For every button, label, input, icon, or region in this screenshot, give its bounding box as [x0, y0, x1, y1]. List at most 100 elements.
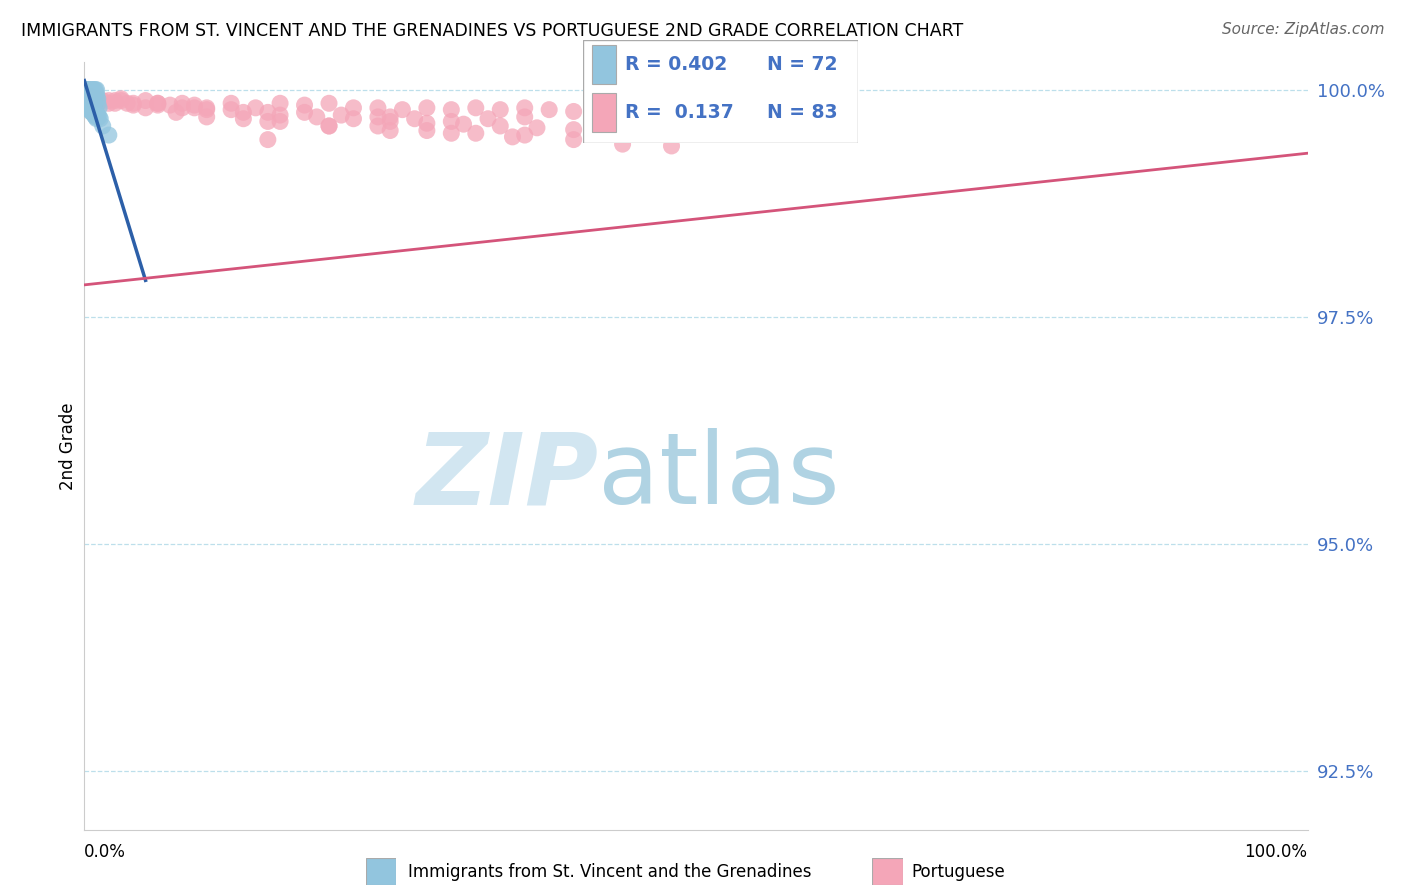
- Point: [526, 120, 548, 135]
- Point: [76, 92, 98, 106]
- Point: [380, 123, 402, 137]
- Point: [86, 92, 108, 106]
- Point: [77, 101, 100, 115]
- Point: [636, 105, 658, 120]
- Point: [489, 119, 512, 133]
- Point: [77, 95, 100, 110]
- Point: [83, 95, 105, 110]
- Text: Source: ZipAtlas.com: Source: ZipAtlas.com: [1222, 22, 1385, 37]
- Point: [245, 101, 267, 115]
- Point: [380, 110, 402, 124]
- Point: [416, 123, 439, 137]
- Point: [269, 108, 291, 122]
- Point: [342, 101, 364, 115]
- Point: [89, 112, 111, 126]
- Point: [79, 90, 101, 104]
- Point: [77, 97, 100, 112]
- Point: [91, 94, 114, 108]
- Point: [75, 92, 97, 106]
- Point: [80, 101, 103, 115]
- Point: [464, 101, 486, 115]
- Point: [77, 88, 100, 103]
- Point: [77, 88, 100, 103]
- Point: [77, 90, 100, 104]
- Point: [110, 94, 132, 108]
- Point: [404, 112, 426, 126]
- Point: [502, 129, 524, 144]
- Point: [294, 98, 316, 112]
- Point: [380, 114, 402, 128]
- Point: [80, 83, 103, 97]
- Point: [257, 133, 280, 147]
- Point: [82, 87, 104, 102]
- Text: N = 72: N = 72: [768, 55, 838, 74]
- Point: [79, 92, 101, 106]
- Text: Immigrants from St. Vincent and the Grenadines: Immigrants from St. Vincent and the Gren…: [408, 863, 811, 881]
- Point: [97, 96, 120, 111]
- Point: [86, 106, 108, 120]
- Point: [453, 117, 475, 131]
- Point: [77, 87, 100, 102]
- Point: [76, 83, 98, 97]
- Point: [172, 96, 194, 111]
- Point: [76, 87, 98, 101]
- Bar: [592, 94, 616, 132]
- Point: [84, 104, 107, 119]
- Point: [367, 119, 389, 133]
- Point: [79, 89, 101, 103]
- Point: [84, 87, 107, 102]
- Point: [513, 110, 536, 124]
- Point: [83, 87, 105, 102]
- Point: [122, 98, 145, 112]
- Point: [77, 87, 100, 102]
- Point: [104, 94, 127, 108]
- Point: [440, 103, 463, 117]
- Point: [122, 96, 145, 111]
- Point: [183, 98, 205, 112]
- Point: [165, 105, 187, 120]
- Point: [195, 103, 218, 117]
- Point: [135, 94, 157, 108]
- Point: [82, 95, 104, 110]
- Point: [135, 101, 157, 115]
- Point: [91, 119, 114, 133]
- Point: [318, 119, 340, 133]
- Point: [87, 96, 110, 111]
- Point: [86, 87, 108, 102]
- Point: [77, 103, 100, 117]
- Text: IMMIGRANTS FROM ST. VINCENT AND THE GRENADINES VS PORTUGUESE 2ND GRADE CORRELATI: IMMIGRANTS FROM ST. VINCENT AND THE GREN…: [21, 22, 963, 40]
- Point: [440, 114, 463, 128]
- Point: [489, 103, 512, 117]
- Point: [87, 101, 110, 115]
- Point: [82, 101, 104, 115]
- Point: [562, 133, 585, 147]
- Point: [562, 122, 585, 136]
- Point: [612, 105, 634, 120]
- Point: [513, 101, 536, 115]
- Point: [80, 94, 103, 108]
- Point: [86, 112, 108, 126]
- Point: [76, 94, 98, 108]
- Point: [183, 101, 205, 115]
- Point: [87, 110, 110, 124]
- Point: [391, 103, 413, 117]
- Point: [80, 92, 103, 106]
- Point: [79, 103, 101, 117]
- Point: [75, 87, 97, 101]
- Point: [80, 99, 103, 113]
- Point: [586, 105, 609, 120]
- Point: [79, 99, 101, 113]
- Point: [82, 83, 104, 97]
- Point: [97, 94, 120, 108]
- Point: [685, 105, 707, 120]
- Point: [87, 108, 110, 122]
- Point: [367, 101, 389, 115]
- Point: [232, 112, 254, 126]
- Point: [77, 87, 100, 101]
- Point: [219, 96, 242, 111]
- Point: [77, 95, 100, 110]
- Point: [219, 103, 242, 117]
- Point: [77, 90, 100, 104]
- Point: [77, 83, 100, 97]
- Point: [104, 96, 127, 111]
